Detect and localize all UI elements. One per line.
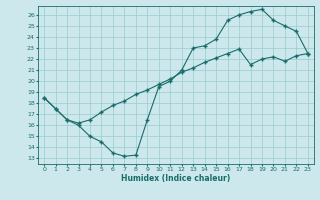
X-axis label: Humidex (Indice chaleur): Humidex (Indice chaleur) — [121, 174, 231, 183]
